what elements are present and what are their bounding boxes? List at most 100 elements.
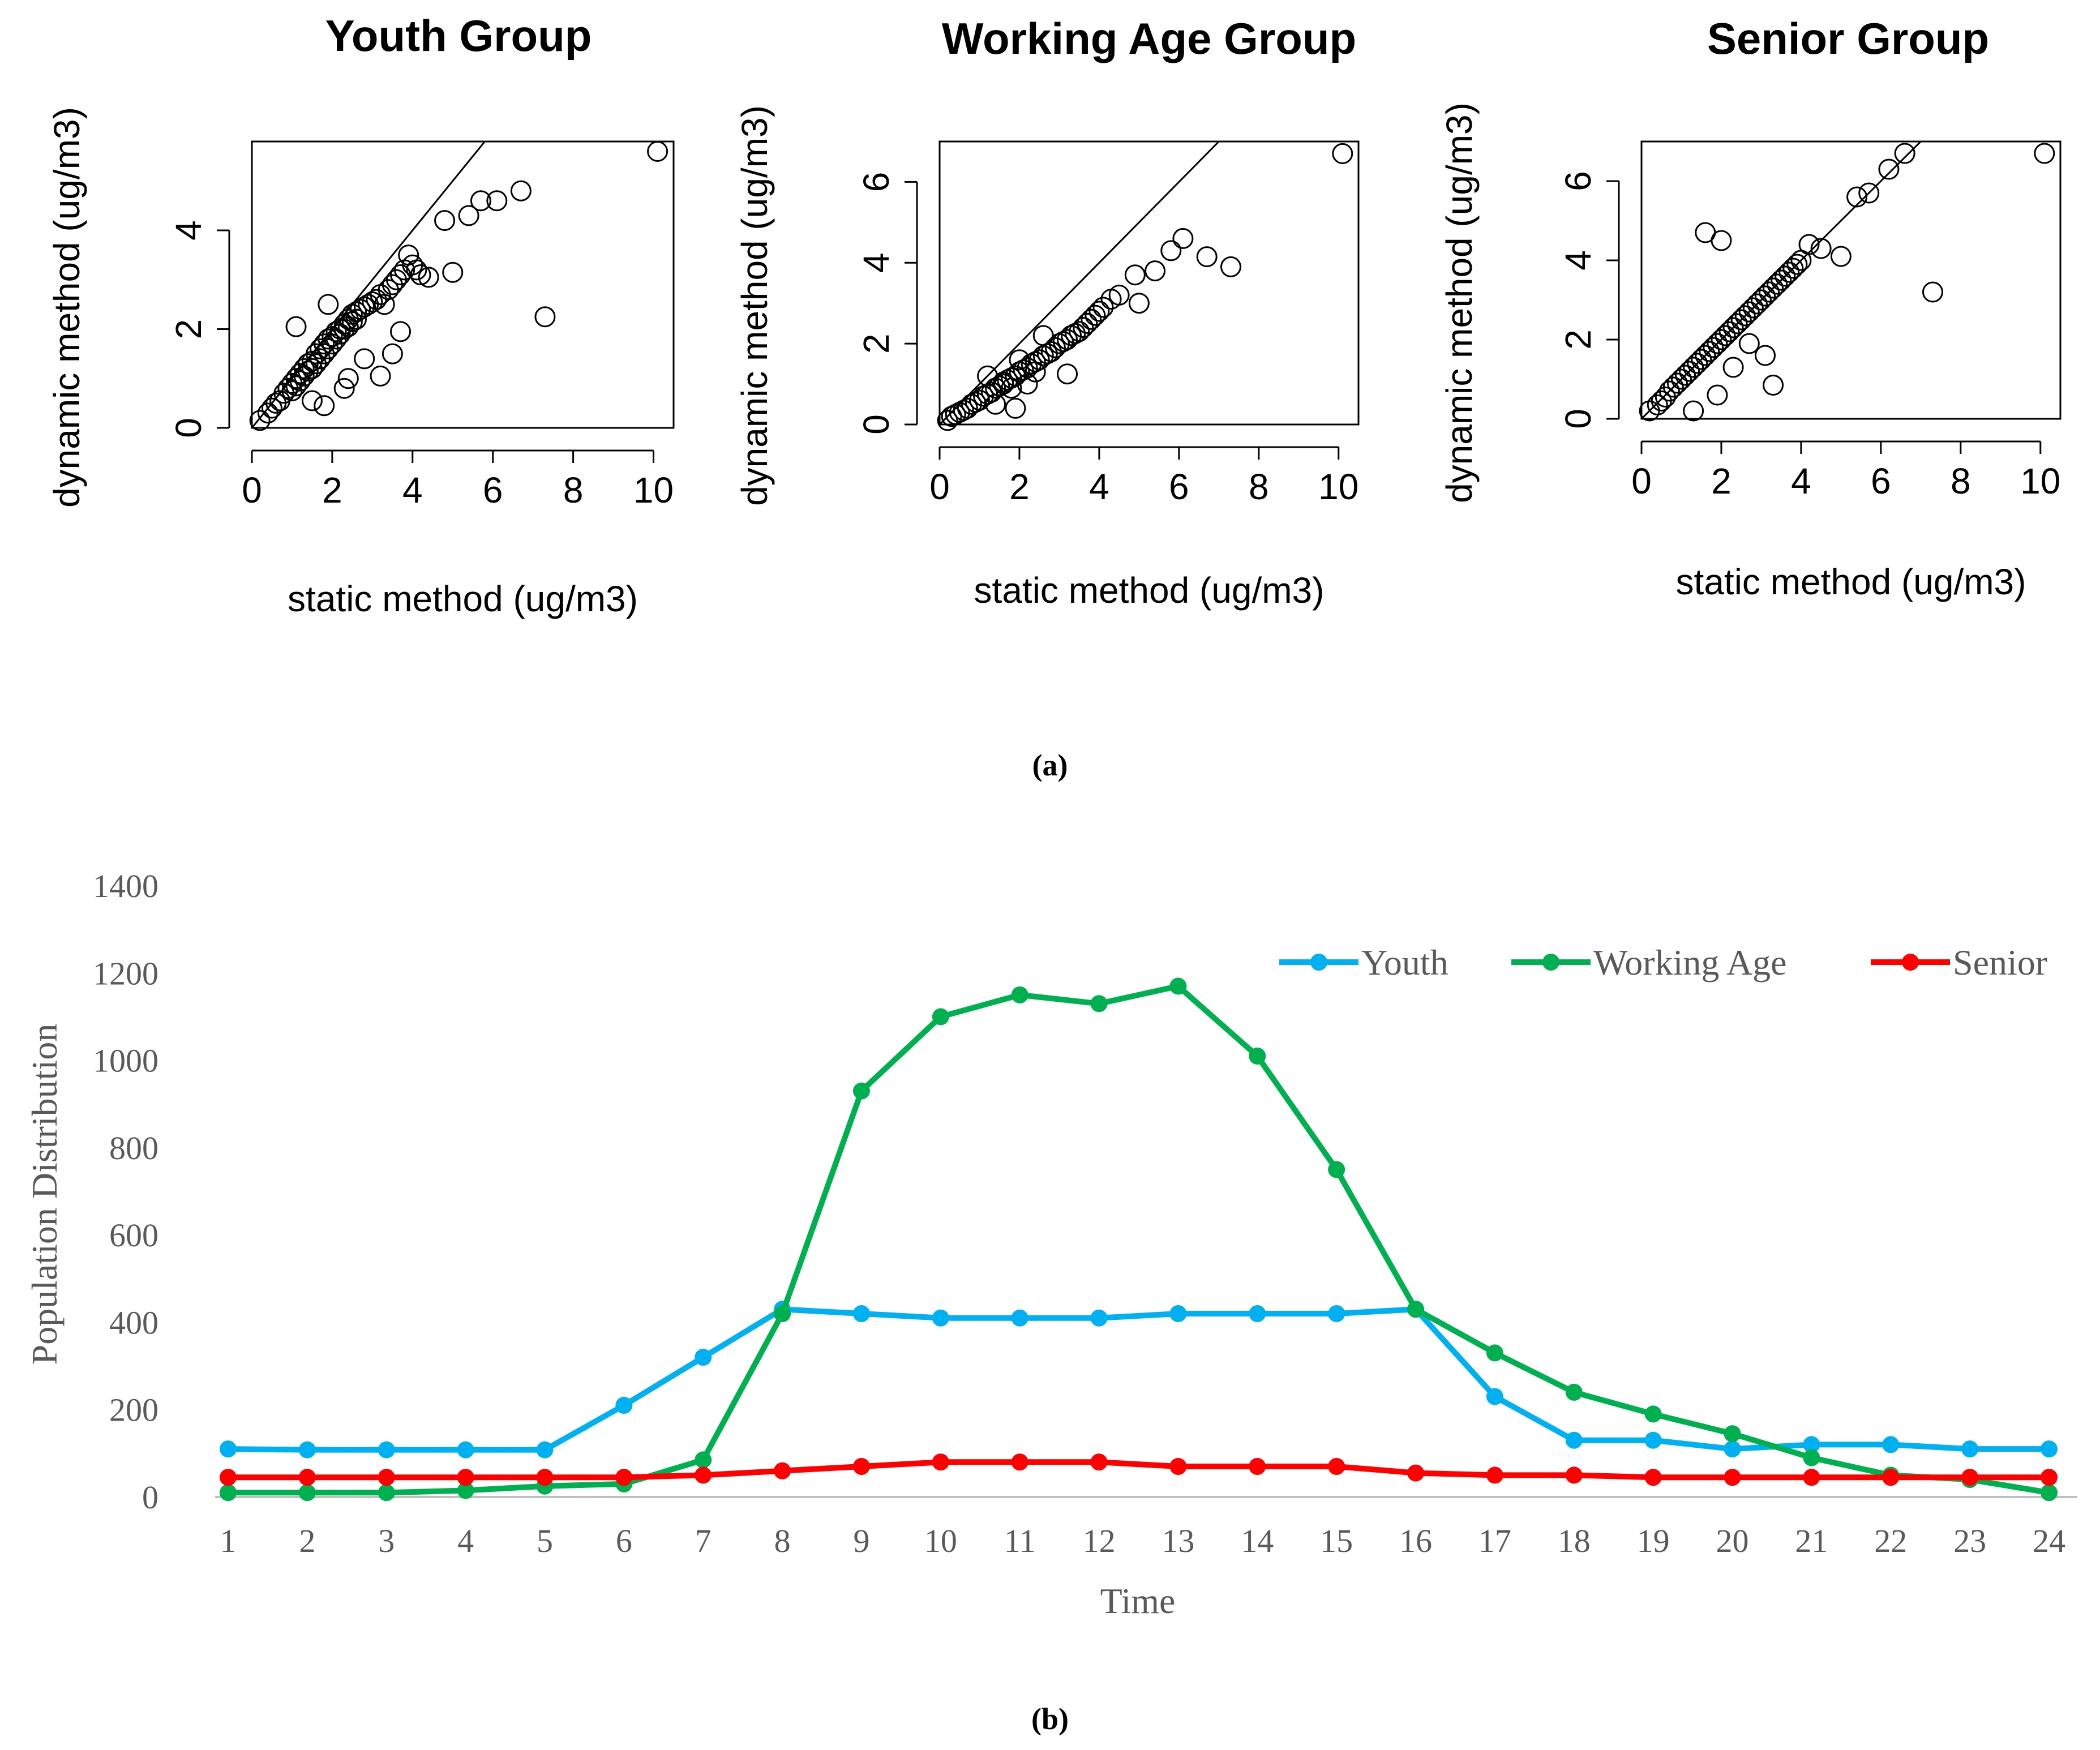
scatter-point bbox=[1846, 186, 1868, 208]
scatter-point bbox=[957, 397, 978, 419]
x-tick-label: 20 bbox=[1716, 1522, 1749, 1559]
scatter-point bbox=[1726, 313, 1748, 334]
y-axis-label: dynamic method (ug/m3) bbox=[1439, 102, 1480, 503]
scatter-point bbox=[1160, 240, 1182, 261]
y-axis-label: dynamic method (ug/m3) bbox=[46, 107, 87, 508]
x-tick-label: 10 bbox=[1318, 466, 1358, 507]
scatter-point bbox=[968, 389, 990, 411]
data-point-senior bbox=[1961, 1469, 1979, 1486]
y-tick-label: 1200 bbox=[93, 955, 158, 992]
x-tick-label: 22 bbox=[1874, 1522, 1907, 1559]
scatter-point bbox=[1711, 230, 1732, 251]
data-point-senior bbox=[1882, 1469, 1900, 1486]
data-point-youth bbox=[1724, 1440, 1741, 1458]
y-tick-label: 400 bbox=[109, 1304, 158, 1341]
x-axis-label: static method (ug/m3) bbox=[974, 570, 1325, 611]
x-tick-label: 16 bbox=[1399, 1522, 1432, 1559]
data-point-senior bbox=[220, 1469, 237, 1486]
scatter-point bbox=[1742, 297, 1764, 319]
scatter-point bbox=[1699, 341, 1720, 362]
data-point-youth bbox=[220, 1440, 237, 1458]
scatter-point bbox=[374, 294, 395, 315]
y-tick-label: 4 bbox=[856, 252, 897, 273]
reference-line bbox=[940, 141, 1220, 424]
scatter-point bbox=[293, 358, 315, 379]
data-point-senior bbox=[1565, 1466, 1583, 1484]
x-tick-label: 0 bbox=[242, 470, 262, 511]
scatter-point bbox=[1922, 281, 1943, 303]
y-tick-label: 2 bbox=[1558, 329, 1598, 350]
data-point-youth bbox=[378, 1441, 395, 1459]
scatter-point bbox=[297, 361, 319, 382]
data-point-youth bbox=[1486, 1388, 1503, 1405]
data-point-senior bbox=[457, 1469, 474, 1486]
scatter-point bbox=[1679, 361, 1700, 382]
scatter-point bbox=[442, 261, 464, 283]
scatter-point bbox=[1771, 269, 1792, 291]
data-point-youth bbox=[1961, 1440, 1979, 1458]
scatter-point bbox=[1069, 321, 1090, 342]
data-point-youth bbox=[615, 1397, 633, 1414]
data-point-working-age bbox=[1565, 1383, 1583, 1401]
data-point-senior bbox=[1644, 1469, 1662, 1486]
y-tick-label: 0 bbox=[1558, 409, 1598, 429]
data-point-working-age bbox=[852, 1082, 870, 1100]
scatter-point bbox=[1798, 234, 1820, 255]
scatter-point bbox=[1145, 260, 1166, 282]
data-point-youth bbox=[1803, 1436, 1820, 1453]
scatter-point bbox=[1767, 273, 1788, 295]
data-point-senior bbox=[1328, 1458, 1345, 1475]
scatter-point bbox=[1695, 345, 1716, 366]
x-tick-label: 0 bbox=[929, 466, 950, 507]
y-tick-label: 200 bbox=[109, 1392, 158, 1429]
scatter-point bbox=[1738, 333, 1760, 354]
scatter-point bbox=[534, 306, 556, 328]
scatter-point bbox=[1013, 359, 1034, 381]
scatter-point bbox=[1666, 372, 1688, 394]
scatter-point bbox=[1718, 321, 1740, 342]
data-point-senior bbox=[1011, 1453, 1028, 1471]
y-tick-label: 2 bbox=[856, 333, 897, 354]
y-tick-label: 1400 bbox=[93, 868, 158, 904]
scatter-point bbox=[1750, 289, 1772, 311]
legend-marker-youth bbox=[1310, 954, 1327, 971]
x-tick-label: 0 bbox=[1631, 461, 1652, 501]
data-point-youth bbox=[1644, 1431, 1662, 1449]
data-point-working-age bbox=[695, 1451, 712, 1469]
scatter-point bbox=[1754, 285, 1776, 307]
scatter-point bbox=[406, 259, 427, 281]
x-tick-label: 2 bbox=[1711, 461, 1732, 501]
scatter-point bbox=[314, 395, 335, 417]
data-point-youth bbox=[1090, 1309, 1108, 1327]
scatter-point bbox=[1092, 297, 1114, 318]
scatter-point bbox=[1009, 349, 1030, 371]
scatter-point bbox=[341, 311, 363, 332]
scatter-point bbox=[2034, 143, 2055, 164]
y-tick-label: 1000 bbox=[93, 1043, 158, 1079]
scatter-point bbox=[1707, 384, 1728, 406]
data-point-youth bbox=[932, 1309, 949, 1327]
data-point-youth bbox=[852, 1305, 870, 1322]
series-line-working-age bbox=[228, 983, 2050, 1496]
x-tick-label: 10 bbox=[2020, 461, 2060, 501]
data-point-working-age bbox=[932, 1008, 949, 1026]
x-tick-label: 17 bbox=[1478, 1522, 1511, 1559]
scatter-point bbox=[1734, 305, 1756, 327]
scatter-point bbox=[647, 140, 668, 162]
scatter-point bbox=[993, 371, 1014, 393]
legend-label-senior: Senior bbox=[1953, 942, 2047, 983]
scatter-point bbox=[1196, 246, 1218, 268]
data-point-senior bbox=[1724, 1469, 1741, 1486]
y-tick-label: 0 bbox=[856, 414, 897, 435]
scatter-point bbox=[1687, 353, 1708, 374]
data-point-senior bbox=[852, 1458, 870, 1475]
data-point-working-age bbox=[378, 1484, 395, 1502]
x-tick-label: 6 bbox=[616, 1522, 632, 1559]
x-tick-label: 5 bbox=[537, 1522, 553, 1559]
y-tick-label: 2 bbox=[168, 319, 209, 340]
legend-marker-senior bbox=[1902, 954, 1919, 971]
data-point-senior bbox=[1249, 1458, 1266, 1475]
y-axis-label: Population Distribution bbox=[24, 1024, 65, 1365]
scatter-point bbox=[1759, 281, 1780, 303]
